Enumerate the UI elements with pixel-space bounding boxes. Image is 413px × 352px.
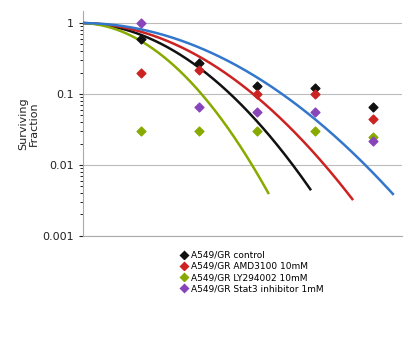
Y-axis label: Surviving
Fraction: Surviving Fraction [18,97,39,150]
A549/GR LY294002 10mM [195,128,202,134]
A549/GR LY294002 10mM [253,128,259,134]
A549/GR LY294002 10mM [137,128,144,134]
A549/GR control [137,36,144,42]
A549/GR control [195,61,202,66]
A549/GR control [368,105,375,110]
A549/GR AMD3100 10mM [195,67,202,73]
Legend: A549/GR control, A549/GR AMD3100 10mM, A549/GR LY294002 10mM, A549/GR Stat3 inhi: A549/GR control, A549/GR AMD3100 10mM, A… [176,247,326,297]
A549/GR AMD3100 10mM [311,91,317,97]
A549/GR Stat3 inhibitor 1mM [195,105,202,110]
A549/GR control [253,83,259,89]
A549/GR AMD3100 10mM [368,116,375,121]
A549/GR LY294002 10mM [368,134,375,139]
A549/GR AMD3100 10mM [253,91,259,97]
A549/GR Stat3 inhibitor 1mM [253,109,259,115]
A549/GR LY294002 10mM [311,128,317,134]
A549/GR control [311,86,317,91]
A549/GR AMD3100 10mM [137,70,144,75]
A549/GR Stat3 inhibitor 1mM [311,109,317,115]
A549/GR Stat3 inhibitor 1mM [368,138,375,143]
A549/GR Stat3 inhibitor 1mM [137,20,144,26]
